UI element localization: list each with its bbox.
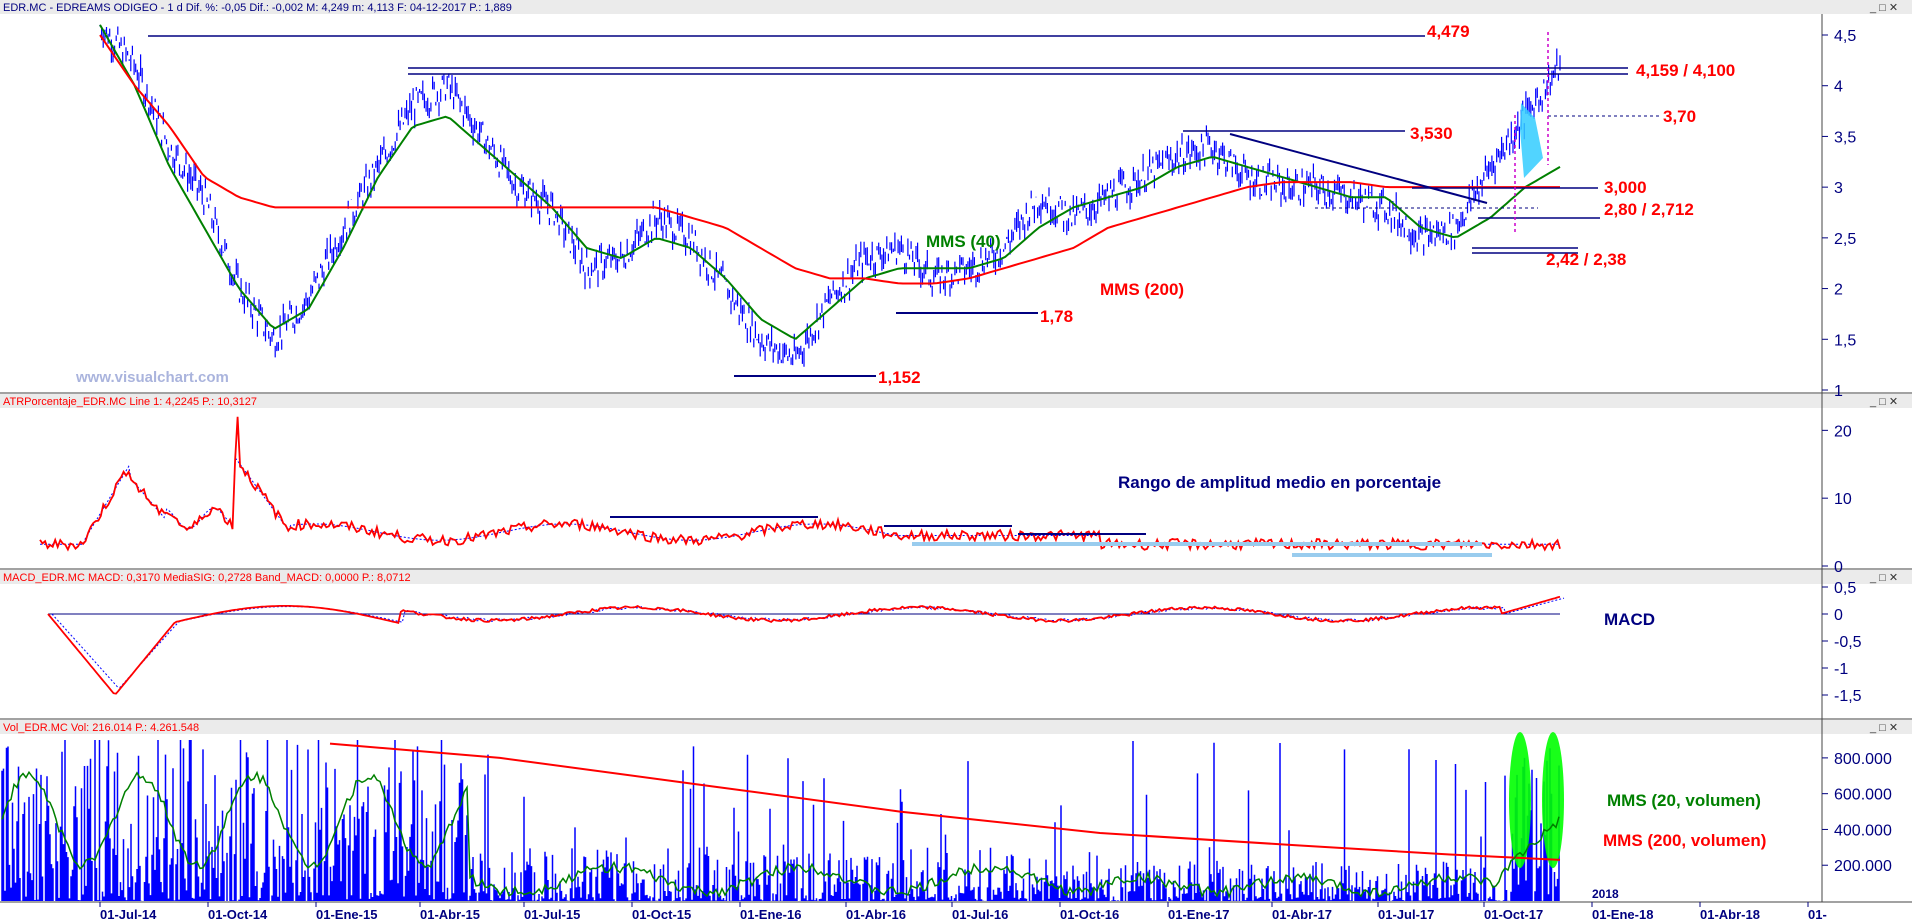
x-tick: 01-Ene-18: [1592, 907, 1653, 922]
label-1152: 1,152: [878, 368, 921, 387]
x-tick: 01-Jul-14: [100, 907, 157, 922]
minimize-icon-vol[interactable]: _ □ ✕: [1869, 722, 1898, 734]
macd-y-tick: -1: [1834, 661, 1848, 678]
label-3530: 3,530: [1410, 124, 1453, 143]
price-y-tick: 2,5: [1834, 231, 1856, 248]
price-y-tick: 1,5: [1834, 332, 1856, 349]
price-y-tick: 4: [1834, 79, 1843, 96]
minimize-icon-macd[interactable]: _ □ ✕: [1869, 572, 1898, 584]
mms40-line: [99, 24, 1561, 340]
volume-bars: [1, 740, 1560, 901]
macd-line: [47, 595, 1561, 695]
label-mms40: MMS (40): [926, 232, 1001, 251]
x-tick: 01-Ene-15: [316, 907, 377, 922]
minimize-icon[interactable]: _ □ ✕: [1869, 2, 1898, 14]
price-y-tick: 2: [1834, 282, 1843, 299]
vol-y-tick: 800.000: [1834, 751, 1892, 768]
vol-y-tick: 600.000: [1834, 787, 1892, 804]
atr-y-tick: 10: [1834, 491, 1852, 508]
x-tick: 01-Ene-17: [1168, 907, 1229, 922]
year-label: 2018: [1592, 887, 1619, 901]
macd-title: MACD: [1604, 610, 1655, 629]
x-tick: 01-Oct-14: [208, 907, 268, 922]
x-tick: 01-Jul-17: [1378, 907, 1434, 922]
label-3000: 3,000: [1604, 178, 1647, 197]
macd-panel-header: MACD_EDR.MC MACD: 0,3170 MediaSIG: 0,272…: [3, 572, 411, 584]
atr-y-tick: 0: [1834, 559, 1843, 576]
x-tick: 01-Abr-17: [1272, 907, 1332, 922]
vol-mms20-line: [1, 770, 1560, 899]
atr-title: Rango de amplitud medio en porcentaje: [1118, 473, 1441, 492]
macd-y-tick: -0,5: [1834, 634, 1862, 651]
vol-y-tick: 400.000: [1834, 822, 1892, 839]
x-tick: 01-: [1808, 907, 1827, 922]
label-4479: 4,479: [1427, 22, 1470, 41]
volume-panel-header: Vol_EDR.MC Vol: 216.014 P.: 4.261.548: [3, 722, 199, 734]
macd-y-tick: -1,5: [1834, 688, 1862, 705]
x-tick: 01-Abr-16: [846, 907, 906, 922]
vol-y-tick: 200.000: [1834, 858, 1892, 875]
vol-label-20: MMS (20, volumen): [1607, 791, 1761, 810]
price-panel-header: EDR.MC - EDREAMS ODIGEO - 1 d Dif. %: -0…: [3, 2, 512, 14]
mms200-line: [99, 34, 1560, 285]
watermark: www.visualchart.com: [75, 369, 229, 386]
label-242: 2,42 / 2,38: [1546, 250, 1626, 269]
macd-signal-line: [51, 597, 1565, 688]
price-y-tick: 1: [1834, 383, 1843, 400]
macd-y-tick: 0: [1834, 607, 1843, 624]
x-tick: 01-Abr-18: [1700, 907, 1760, 922]
atr-y-tick: 20: [1834, 423, 1852, 440]
label-370: 3,70: [1663, 107, 1696, 126]
x-tick: 01-Jul-16: [952, 907, 1008, 922]
x-tick: 01-Abr-15: [420, 907, 480, 922]
minimize-icon-atr[interactable]: _ □ ✕: [1869, 396, 1898, 408]
macd-y-tick: 0,5: [1834, 580, 1856, 597]
price-y-tick: 3,5: [1834, 129, 1856, 146]
vol-label-200: MMS (200, volumen): [1603, 831, 1766, 850]
label-mms200: MMS (200): [1100, 280, 1184, 299]
x-tick: 01-Oct-16: [1060, 907, 1119, 922]
x-tick: 01-Jul-15: [524, 907, 580, 922]
price-y-tick: 4,5: [1834, 28, 1856, 45]
price-bars: [99, 24, 1561, 367]
label-280: 2,80 / 2,712: [1604, 200, 1694, 219]
vol-mms200-line: [329, 742, 1561, 861]
label-178: 1,78: [1040, 307, 1073, 326]
x-tick: 01-Oct-15: [632, 907, 691, 922]
x-tick: 01-Ene-16: [740, 907, 801, 922]
label-4159: 4,159 / 4,100: [1636, 61, 1735, 80]
atr-panel-header: ATRPorcentaje_EDR.MC Line 1: 4,2245 P.: …: [3, 396, 257, 408]
price-y-tick: 3: [1834, 180, 1843, 197]
x-tick: 01-Oct-17: [1484, 907, 1543, 922]
